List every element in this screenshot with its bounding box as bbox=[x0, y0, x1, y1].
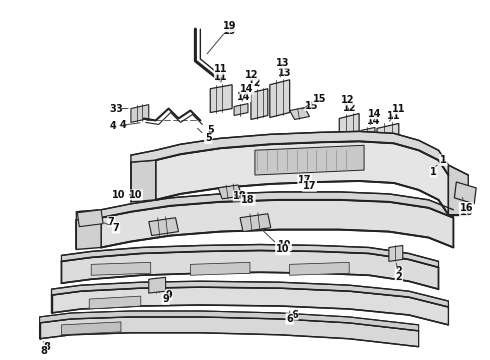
Text: 1: 1 bbox=[436, 155, 447, 166]
Polygon shape bbox=[218, 185, 242, 199]
Text: 9: 9 bbox=[159, 291, 169, 304]
Text: 3: 3 bbox=[110, 104, 128, 113]
Polygon shape bbox=[61, 244, 439, 267]
Text: 15: 15 bbox=[305, 100, 318, 111]
Text: 13: 13 bbox=[276, 58, 290, 77]
Text: 11: 11 bbox=[215, 64, 228, 82]
Polygon shape bbox=[131, 160, 156, 202]
Polygon shape bbox=[77, 210, 103, 227]
Text: 14: 14 bbox=[240, 84, 254, 101]
Polygon shape bbox=[149, 218, 178, 235]
Polygon shape bbox=[191, 262, 250, 275]
Polygon shape bbox=[91, 262, 151, 275]
Polygon shape bbox=[290, 108, 310, 120]
Text: 15: 15 bbox=[302, 94, 326, 109]
Text: 5: 5 bbox=[207, 125, 214, 135]
Text: 16: 16 bbox=[460, 207, 473, 217]
Text: 14: 14 bbox=[237, 92, 251, 102]
Text: 3: 3 bbox=[116, 104, 122, 113]
Text: 6: 6 bbox=[286, 311, 293, 324]
Text: 7: 7 bbox=[108, 217, 115, 227]
Polygon shape bbox=[251, 89, 268, 120]
Polygon shape bbox=[89, 296, 141, 309]
Polygon shape bbox=[131, 105, 149, 122]
Polygon shape bbox=[40, 317, 418, 347]
Polygon shape bbox=[454, 182, 476, 204]
Text: 12: 12 bbox=[341, 95, 354, 111]
Text: 5: 5 bbox=[197, 128, 212, 143]
Text: 16: 16 bbox=[460, 198, 473, 213]
Polygon shape bbox=[101, 200, 453, 247]
Polygon shape bbox=[76, 218, 101, 249]
Polygon shape bbox=[361, 127, 375, 141]
Polygon shape bbox=[40, 311, 418, 331]
Text: 10: 10 bbox=[262, 230, 290, 255]
Polygon shape bbox=[61, 322, 121, 335]
Text: 17: 17 bbox=[298, 175, 311, 185]
Text: 2: 2 bbox=[395, 266, 402, 276]
Text: 11: 11 bbox=[390, 104, 406, 121]
Text: 10: 10 bbox=[112, 190, 131, 200]
Polygon shape bbox=[131, 131, 448, 175]
Polygon shape bbox=[210, 85, 232, 113]
Polygon shape bbox=[377, 123, 399, 155]
Polygon shape bbox=[149, 277, 166, 293]
Text: 8: 8 bbox=[43, 342, 50, 352]
Polygon shape bbox=[156, 141, 448, 215]
Text: 4: 4 bbox=[110, 121, 140, 131]
Text: 6: 6 bbox=[291, 310, 298, 320]
Text: 13: 13 bbox=[278, 68, 292, 78]
Text: 12: 12 bbox=[343, 103, 356, 113]
Polygon shape bbox=[270, 80, 290, 117]
Text: 7: 7 bbox=[104, 222, 120, 233]
Text: 12: 12 bbox=[245, 70, 259, 86]
Text: 9: 9 bbox=[165, 290, 172, 300]
Text: 8: 8 bbox=[40, 342, 47, 356]
Text: 11: 11 bbox=[215, 72, 228, 82]
Text: 12: 12 bbox=[248, 78, 262, 88]
Text: 18: 18 bbox=[233, 191, 247, 201]
Polygon shape bbox=[448, 165, 468, 215]
Polygon shape bbox=[255, 145, 364, 175]
Text: 1: 1 bbox=[430, 167, 437, 177]
Polygon shape bbox=[389, 246, 403, 261]
Polygon shape bbox=[234, 104, 248, 116]
Polygon shape bbox=[76, 192, 453, 220]
Text: 4: 4 bbox=[120, 121, 126, 130]
Text: 11: 11 bbox=[387, 112, 401, 121]
Text: 14: 14 bbox=[367, 116, 381, 126]
Text: 10: 10 bbox=[278, 240, 292, 251]
Polygon shape bbox=[290, 262, 349, 275]
Text: 10: 10 bbox=[129, 190, 143, 200]
Text: 18: 18 bbox=[235, 195, 255, 205]
Text: 2: 2 bbox=[395, 263, 402, 282]
Text: 14: 14 bbox=[368, 108, 382, 125]
Polygon shape bbox=[339, 113, 359, 143]
Polygon shape bbox=[61, 251, 439, 289]
Polygon shape bbox=[51, 287, 448, 325]
Text: 19: 19 bbox=[207, 21, 237, 54]
Text: 19: 19 bbox=[223, 26, 237, 36]
Polygon shape bbox=[51, 281, 448, 307]
Polygon shape bbox=[240, 214, 271, 231]
Text: 17: 17 bbox=[303, 177, 316, 191]
